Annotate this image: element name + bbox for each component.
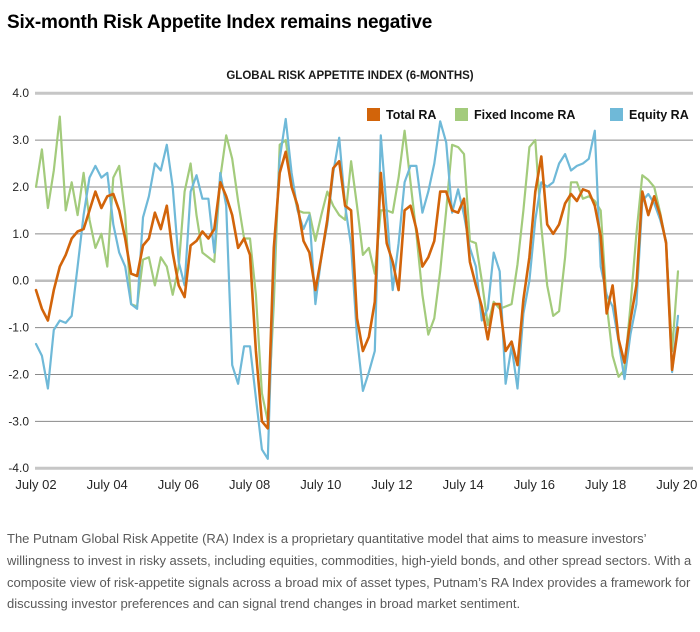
legend-swatch-total-ra [367, 108, 380, 121]
legend-label-fixed-income-ra: Fixed Income RA [474, 108, 575, 122]
chart-footnote: The Putnam Global Risk Appetite (RA) Ind… [7, 531, 692, 612]
x-axis-tick-label: July 04 [87, 477, 128, 492]
y-axis-tick-label: -3.0 [8, 414, 29, 428]
x-axis-tick-label: July 06 [158, 477, 199, 492]
legend-swatch-fixed-income-ra [455, 108, 468, 121]
x-axis-tick-label: July 16 [514, 477, 555, 492]
y-axis-tick-label: -2.0 [8, 367, 29, 381]
x-axis-tick-label: July 18 [585, 477, 626, 492]
x-axis-tick-label: July 20 [656, 477, 697, 492]
x-axis-tick-label: July 10 [300, 477, 341, 492]
x-axis-tick-label: July 14 [443, 477, 484, 492]
x-axis-tick-label: July 08 [229, 477, 270, 492]
series-line-equity-ra [34, 117, 680, 460]
y-axis-tick-label: -1.0 [8, 321, 29, 335]
x-axis-tick-label: July 02 [15, 477, 56, 492]
series-line-fixed-income-ra [34, 115, 680, 423]
y-axis-tick-label: 2.0 [12, 180, 29, 194]
chart-container: GLOBAL RISK APPETITE INDEX (6-MONTHS) 4.… [0, 46, 700, 506]
y-axis-tick-label: 3.0 [12, 133, 29, 147]
y-axis-tick-label: 0.0 [12, 274, 29, 288]
legend-label-total-ra: Total RA [386, 108, 436, 122]
legend-swatch-equity-ra [610, 108, 623, 121]
y-axis-tick-label: 4.0 [12, 86, 29, 100]
y-axis-tick-label: -4.0 [8, 461, 29, 475]
x-axis-tick-label: July 12 [371, 477, 412, 492]
y-axis-tick-label: 1.0 [12, 227, 29, 241]
page-title: Six-month Risk Appetite Index remains ne… [7, 12, 433, 33]
legend-label-equity-ra: Equity RA [629, 108, 689, 122]
chart-generated: 4.0 3.0 2.0 1.0 0.0 -1.0 -2.0 -3.0 -4.0 July 02 Ju… [8, 86, 697, 492]
series-line-total-ra [34, 150, 680, 430]
chart-title: GLOBAL RISK APPETITE INDEX (6-MONTHS) [226, 70, 473, 82]
risk-appetite-chart: GLOBAL RISK APPETITE INDEX (6-MONTHS) 4.… [8, 70, 697, 492]
